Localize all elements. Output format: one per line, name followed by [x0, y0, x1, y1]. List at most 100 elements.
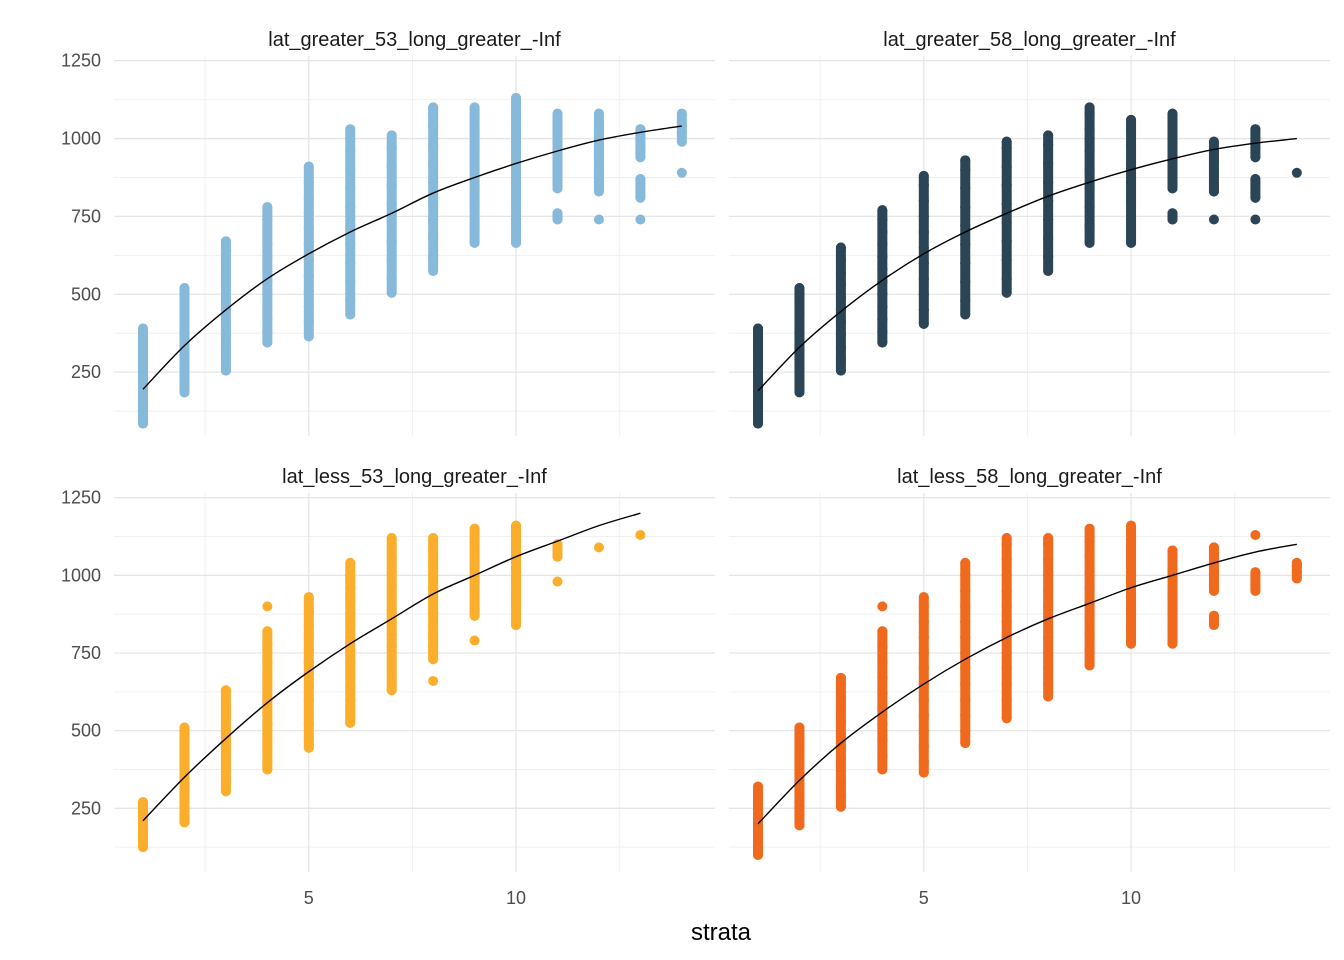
data-point [1167, 561, 1178, 572]
data-point [345, 707, 356, 718]
data-point [345, 183, 356, 194]
data-points [138, 520, 646, 853]
data-point [753, 803, 764, 814]
data-point [635, 142, 646, 153]
data-point [138, 818, 149, 829]
data-point [511, 139, 522, 150]
data-point [220, 236, 231, 247]
data-point [220, 738, 231, 749]
data-point [1291, 557, 1302, 568]
data-point [179, 797, 190, 808]
data-point [877, 314, 888, 325]
data-point [877, 226, 888, 237]
data-point [138, 356, 149, 367]
data-point [753, 379, 764, 390]
data-point [428, 233, 439, 244]
data-point [179, 336, 190, 346]
data-point [877, 239, 888, 250]
data-point [1001, 255, 1012, 266]
data-point [918, 170, 929, 181]
data-point [303, 669, 314, 680]
data-point [593, 127, 604, 138]
data-point [345, 717, 356, 728]
data-point [1126, 545, 1137, 556]
data-point [220, 292, 231, 303]
y-tick-label: 750 [71, 206, 101, 226]
data-point [1043, 233, 1054, 244]
data-point [345, 220, 356, 231]
data-point [593, 542, 604, 553]
data-point [753, 811, 764, 822]
fit-curve [142, 125, 682, 390]
data-point [428, 158, 439, 169]
data-point [469, 598, 480, 609]
data-point [835, 741, 846, 752]
data-point [1084, 644, 1095, 655]
data-point [753, 356, 764, 367]
data-point [835, 329, 846, 340]
data-point [511, 539, 522, 550]
data-point [593, 214, 604, 225]
data-point [753, 323, 764, 334]
data-point [428, 545, 439, 556]
y-tick-label: 1000 [61, 565, 101, 585]
data-point [511, 195, 522, 206]
data-point [835, 267, 846, 278]
data-point [676, 108, 687, 119]
data-point [1208, 214, 1219, 225]
fit-curve [757, 137, 1297, 392]
data-point [220, 685, 231, 696]
data-point [877, 764, 888, 775]
data-point [386, 616, 397, 627]
data-point [262, 301, 273, 312]
data-point [386, 654, 397, 665]
data-point [1250, 124, 1261, 135]
data-point [262, 264, 273, 275]
data-point [220, 279, 231, 290]
data-point [1084, 202, 1095, 213]
data-point [303, 694, 314, 705]
data-point [918, 741, 929, 752]
data-point [469, 635, 480, 646]
data-point [593, 108, 604, 119]
data-point [1208, 136, 1219, 147]
data-point [1043, 195, 1054, 206]
data-point [220, 354, 231, 365]
data-point [1001, 236, 1012, 247]
facet-title: lat_less_58_long_greater_-Inf [897, 466, 1162, 488]
data-point [1208, 542, 1219, 553]
data-point [593, 177, 604, 188]
data-point [138, 371, 149, 382]
data-point [877, 205, 888, 216]
data-point [753, 371, 764, 382]
data-point [345, 657, 356, 668]
data-point [1167, 146, 1178, 156]
data-point [918, 242, 929, 253]
data-point [635, 214, 646, 225]
data-point [1043, 533, 1054, 544]
data-point [753, 826, 764, 837]
data-point [1001, 616, 1012, 627]
data-point [1250, 142, 1261, 153]
data-point [552, 108, 563, 119]
data-point [262, 226, 273, 237]
data-point [345, 595, 356, 606]
data-point [1250, 567, 1261, 578]
data-point [960, 570, 971, 581]
data-point [835, 753, 846, 764]
data-point [220, 245, 231, 256]
data-point [1208, 610, 1219, 621]
data-point [1084, 237, 1095, 248]
data-point [960, 694, 971, 705]
data-point [1084, 660, 1095, 671]
facet-title: lat_less_53_long_greater_-Inf [282, 466, 547, 488]
data-point [635, 192, 646, 203]
data-point [1208, 567, 1219, 578]
data-point [138, 395, 149, 406]
data-point [1001, 161, 1012, 172]
data-point [138, 797, 149, 808]
data-point [794, 734, 805, 745]
data-point [794, 317, 805, 328]
data-point [303, 317, 314, 328]
